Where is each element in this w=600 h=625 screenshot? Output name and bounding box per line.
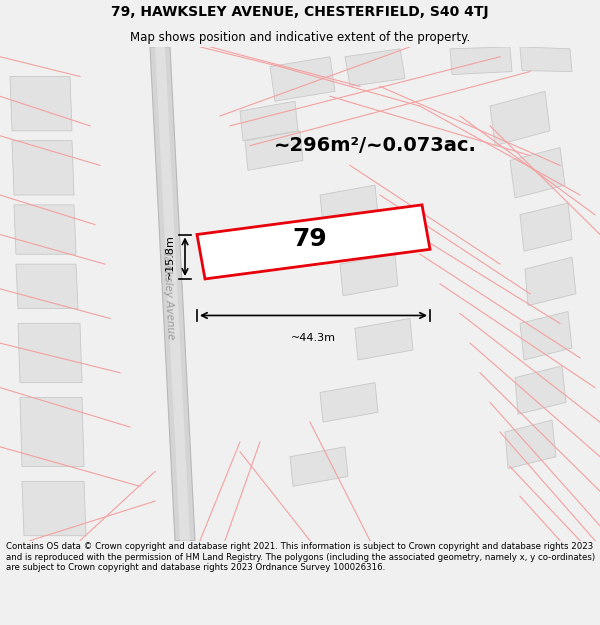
Text: Hawksley Avenue: Hawksley Avenue <box>161 248 175 340</box>
Polygon shape <box>270 57 335 101</box>
Polygon shape <box>14 205 76 254</box>
Text: ~15.8m: ~15.8m <box>165 234 175 279</box>
Text: Contains OS data © Crown copyright and database right 2021. This information is : Contains OS data © Crown copyright and d… <box>6 542 595 572</box>
Polygon shape <box>520 203 572 251</box>
Polygon shape <box>490 91 550 146</box>
Polygon shape <box>345 49 405 86</box>
Polygon shape <box>510 148 565 198</box>
Polygon shape <box>515 366 566 414</box>
Polygon shape <box>340 254 398 296</box>
Polygon shape <box>245 131 303 170</box>
Text: ~296m²/~0.073ac.: ~296m²/~0.073ac. <box>274 136 476 155</box>
Polygon shape <box>16 264 78 309</box>
Text: Map shows position and indicative extent of the property.: Map shows position and indicative extent… <box>130 31 470 44</box>
Polygon shape <box>525 258 576 306</box>
Polygon shape <box>450 47 512 74</box>
Polygon shape <box>18 323 82 382</box>
Text: ~44.3m: ~44.3m <box>291 333 336 343</box>
Polygon shape <box>320 382 378 422</box>
Polygon shape <box>10 76 72 131</box>
Polygon shape <box>12 141 74 195</box>
Polygon shape <box>290 447 348 486</box>
Polygon shape <box>505 420 556 469</box>
Polygon shape <box>240 101 298 141</box>
Polygon shape <box>520 47 572 71</box>
Polygon shape <box>155 47 190 541</box>
Polygon shape <box>355 318 413 360</box>
Polygon shape <box>197 205 430 279</box>
Text: 79: 79 <box>293 228 328 251</box>
Polygon shape <box>22 481 86 536</box>
Polygon shape <box>150 47 195 541</box>
Polygon shape <box>320 185 378 224</box>
Text: 79, HAWKSLEY AVENUE, CHESTERFIELD, S40 4TJ: 79, HAWKSLEY AVENUE, CHESTERFIELD, S40 4… <box>111 5 489 19</box>
Polygon shape <box>520 311 572 360</box>
Polygon shape <box>20 398 84 466</box>
